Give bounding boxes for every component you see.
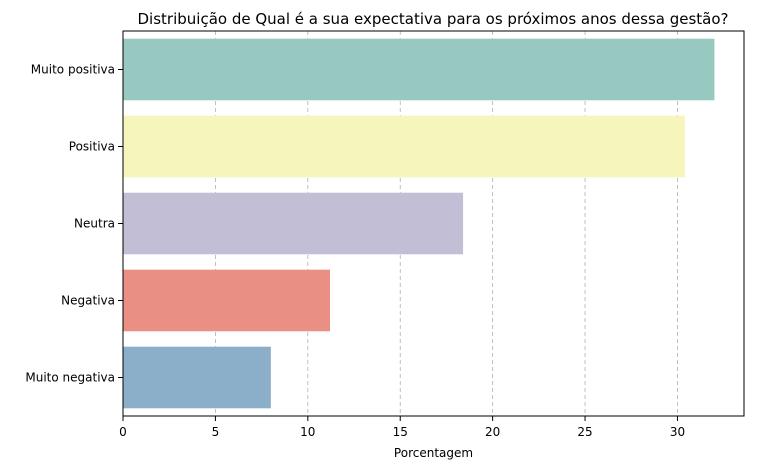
x-tick-label: 25: [577, 425, 592, 439]
x-tick-label: 0: [119, 425, 127, 439]
bar-negativa: [123, 269, 330, 332]
y-tick-label: Muito negativa: [25, 371, 115, 385]
bar-muito-positiva: [123, 38, 715, 101]
x-tick-label: 30: [670, 425, 685, 439]
x-tick-label: 5: [212, 425, 220, 439]
x-axis: 0 5 10 15 20 25 30: [119, 416, 685, 439]
x-tick-label: 10: [300, 425, 315, 439]
bars: [123, 38, 715, 409]
y-tick-label: Neutra: [74, 217, 115, 231]
y-tick-label: Positiva: [69, 140, 115, 154]
bar-neutra: [123, 192, 464, 255]
y-tick-label: Muito positiva: [31, 63, 115, 77]
y-tick-label: Negativa: [61, 294, 115, 308]
x-tick-label: 15: [393, 425, 408, 439]
bar-muito-negativa: [123, 346, 271, 409]
x-tick-label: 20: [485, 425, 500, 439]
chart-title: Distribuição de Qual é a sua expectativa…: [138, 10, 729, 28]
bar-positiva: [123, 115, 685, 178]
y-axis: Muito positiva Positiva Neutra Negativa Muit…: [25, 63, 123, 385]
x-axis-label: Porcentagem: [394, 446, 473, 460]
